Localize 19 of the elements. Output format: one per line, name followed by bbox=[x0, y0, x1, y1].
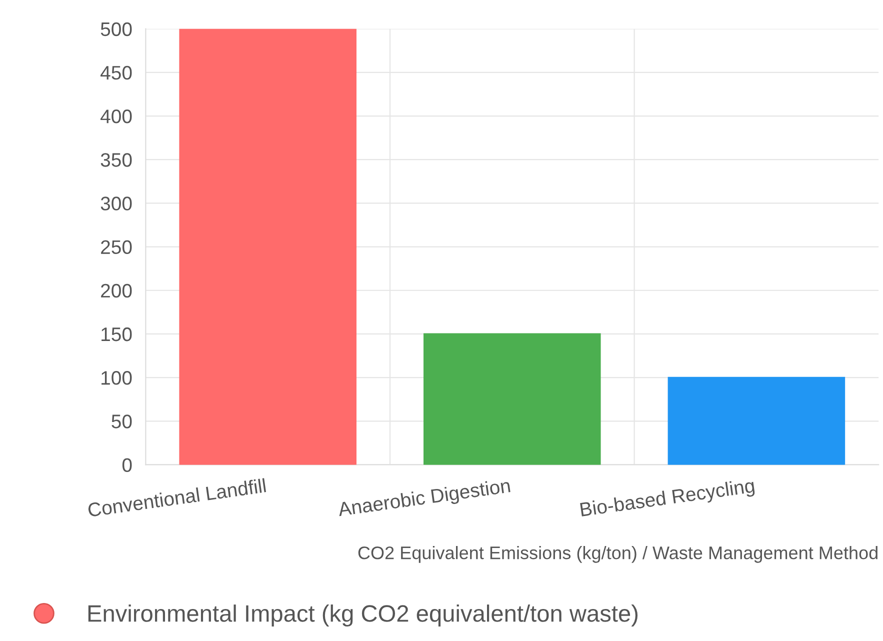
y-tick-label: 450 bbox=[100, 66, 132, 80]
y-tick-label: 350 bbox=[100, 153, 132, 167]
y-tick-label: 150 bbox=[102, 327, 132, 342]
y-tick-label: 250 bbox=[101, 240, 132, 254]
x-tick-label: Bio-based Recycling bbox=[580, 478, 756, 520]
bar bbox=[179, 28, 356, 465]
y-tick-label: 300 bbox=[100, 196, 132, 210]
legend-label: Environmental Impact (kg CO2 equivalent/ton waste) bbox=[88, 604, 638, 627]
x-axis-title: CO2 Equivalent Emissions (kg/ton) / Waste Management Method bbox=[358, 546, 878, 563]
bar bbox=[424, 333, 601, 465]
y-tick-label: 400 bbox=[100, 109, 132, 124]
y-tick-label: 0 bbox=[122, 458, 132, 472]
x-tick-label: Anaerobic Digestion bbox=[337, 478, 511, 520]
bar bbox=[668, 376, 846, 465]
y-tick-label: 200 bbox=[101, 284, 132, 298]
y-tick-label: 50 bbox=[112, 414, 132, 428]
y-tick-label: 500 bbox=[100, 22, 132, 36]
x-tick-label: Conventional Landfill bbox=[88, 478, 266, 518]
y-tick-label: 100 bbox=[102, 371, 132, 385]
